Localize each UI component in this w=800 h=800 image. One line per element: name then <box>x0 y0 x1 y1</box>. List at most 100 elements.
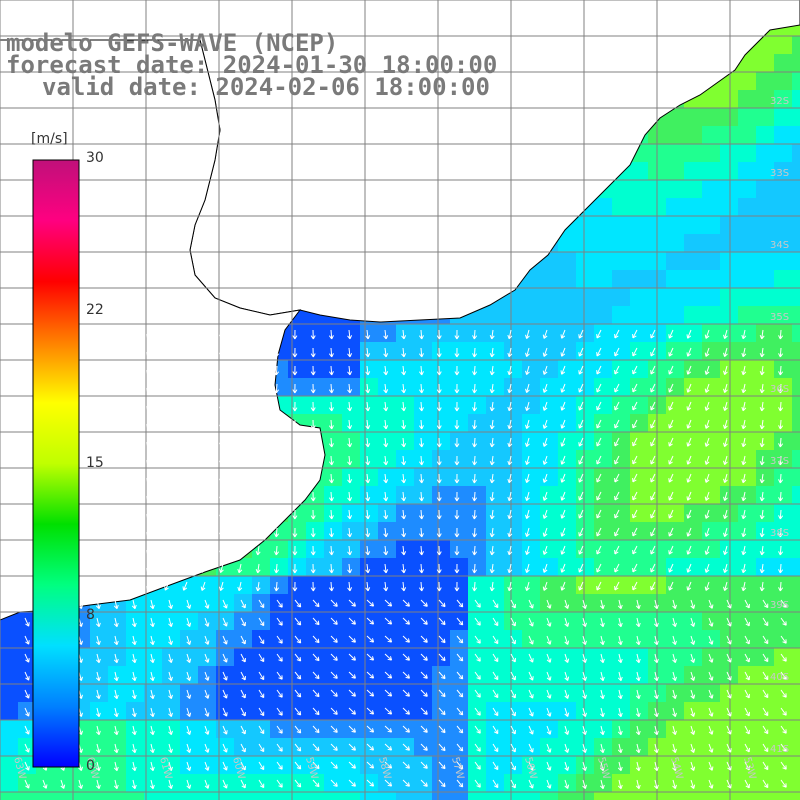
wind-cell <box>774 504 792 522</box>
wind-cell <box>684 378 702 396</box>
wind-cell <box>612 252 630 270</box>
wind-arrow <box>472 545 478 556</box>
wind-arrow <box>708 671 714 681</box>
wind-cell <box>558 360 576 378</box>
wind-cell <box>792 216 800 234</box>
wind-arrow <box>348 653 356 661</box>
wind-cell <box>324 756 342 774</box>
wind-arrow <box>240 689 246 699</box>
wind-arrow <box>149 779 155 790</box>
wind-arrow <box>632 509 638 519</box>
wind-arrow <box>328 347 334 358</box>
wind-arrow <box>708 707 714 717</box>
wind-arrow <box>472 437 478 448</box>
wind-arrow <box>310 437 316 448</box>
wind-arrow <box>617 707 623 718</box>
wind-cell <box>612 702 630 720</box>
wind-cell <box>180 792 198 800</box>
wind-cell <box>702 630 720 648</box>
wind-arrow <box>726 761 732 771</box>
wind-arrow <box>596 473 602 483</box>
wind-cell <box>504 792 522 800</box>
wind-arrow <box>564 599 570 609</box>
wind-cell <box>738 558 756 576</box>
wind-arrow <box>474 671 481 680</box>
wind-cell <box>342 774 360 792</box>
wind-arrow <box>168 689 173 700</box>
wind-arrow <box>436 581 442 592</box>
wind-arrow <box>704 365 710 375</box>
wind-cell <box>360 666 378 684</box>
wind-arrow <box>255 563 261 574</box>
wind-arrow <box>347 329 353 340</box>
wind-arrow <box>560 419 566 429</box>
wind-cell <box>576 468 594 486</box>
wind-arrow <box>347 581 353 592</box>
wind-cell <box>666 432 684 450</box>
wind-cell <box>378 792 396 800</box>
wind-arrow <box>255 491 261 502</box>
wind-cell <box>486 558 504 576</box>
wind-arrow <box>24 617 30 627</box>
wind-arrow <box>402 707 410 715</box>
wind-cell <box>108 666 126 684</box>
wind-arrow <box>564 761 570 771</box>
wind-cell <box>738 414 756 432</box>
wind-cell <box>684 630 702 648</box>
wind-cell <box>324 468 342 486</box>
wind-cell <box>0 756 18 774</box>
wind-cell <box>576 648 594 666</box>
wind-arrow <box>204 725 210 735</box>
wind-cell <box>522 342 540 360</box>
wind-arrow <box>489 383 495 394</box>
wind-cell <box>414 792 432 800</box>
wind-arrow <box>401 563 407 574</box>
wind-cell <box>720 792 738 800</box>
wind-cell <box>396 522 414 540</box>
wind-cell <box>162 738 180 756</box>
wind-cell <box>540 774 558 792</box>
wind-cell <box>522 522 540 540</box>
wind-cell <box>432 738 450 756</box>
wind-arrow <box>596 401 602 411</box>
wind-arrow <box>384 671 393 679</box>
wind-arrow <box>219 401 224 412</box>
wind-arrow <box>168 761 173 772</box>
wind-arrow <box>186 743 192 753</box>
wind-cell <box>360 558 378 576</box>
wind-cell <box>594 414 612 432</box>
wind-arrow <box>274 491 280 502</box>
wind-cell <box>720 288 738 306</box>
wind-cell <box>414 486 432 504</box>
wind-cell <box>378 324 396 342</box>
wind-arrow <box>274 509 280 520</box>
wind-cell <box>360 720 378 738</box>
wind-cell <box>576 414 594 432</box>
wind-arrow <box>204 671 210 681</box>
wind-cell <box>378 720 396 738</box>
wind-cell <box>630 792 648 800</box>
wind-cell <box>720 126 738 144</box>
wind-arrow <box>149 599 155 610</box>
wind-arrow <box>507 383 513 394</box>
wind-arrow <box>472 581 478 592</box>
wind-arrow <box>401 509 407 520</box>
wind-cell <box>612 360 630 378</box>
wind-cell <box>324 432 342 450</box>
wind-cell <box>342 684 360 702</box>
wind-cell <box>684 144 702 162</box>
wind-arrow <box>525 455 530 466</box>
wind-arrow <box>418 383 424 394</box>
forecast-date-title: forecast date: 2024-01-30 18:00:00 <box>6 51 498 79</box>
wind-arrow <box>328 545 334 556</box>
wind-cell <box>378 774 396 792</box>
wind-cell <box>720 504 738 522</box>
wind-arrow <box>365 329 371 340</box>
wind-cell <box>360 432 378 450</box>
wind-cell <box>720 522 738 540</box>
wind-cell <box>612 288 630 306</box>
wind-cell <box>594 432 612 450</box>
wind-arrow <box>596 329 602 339</box>
wind-cell <box>414 558 432 576</box>
wind-arrow <box>759 455 765 466</box>
